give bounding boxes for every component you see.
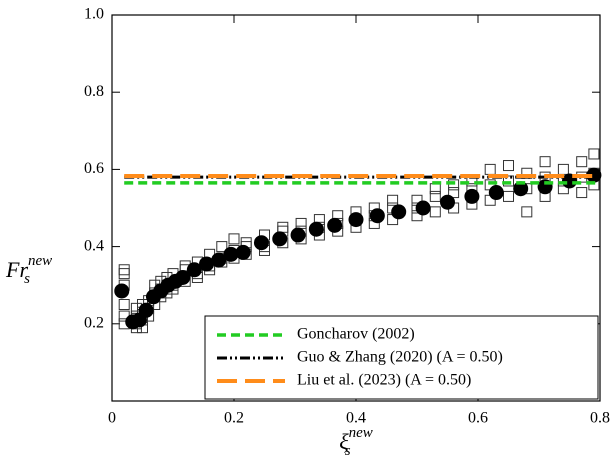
mean-point bbox=[290, 227, 306, 243]
x-tick-label: 0.4 bbox=[346, 410, 366, 427]
y-tick-label: 0.2 bbox=[84, 314, 104, 331]
data-square bbox=[429, 206, 441, 218]
mean-point bbox=[138, 302, 154, 318]
data-square bbox=[277, 221, 289, 233]
y-tick-label: 0.6 bbox=[84, 160, 104, 177]
mean-point bbox=[513, 181, 529, 197]
legend-label: Guo & Zhang (2020) (A = 0.50) bbox=[297, 349, 503, 366]
data-square bbox=[118, 268, 130, 280]
legend-label: Goncharov (2002) bbox=[297, 326, 415, 343]
mean-point bbox=[440, 194, 455, 210]
data-square bbox=[521, 206, 533, 218]
data-square bbox=[228, 233, 240, 245]
x-tick-label: 0 bbox=[108, 410, 116, 427]
data-square bbox=[503, 175, 514, 187]
mean-point bbox=[211, 252, 227, 268]
data-square bbox=[387, 194, 399, 206]
data-square bbox=[521, 167, 533, 179]
plot-frame bbox=[111, 14, 601, 402]
mean-point bbox=[586, 167, 602, 183]
data-square bbox=[429, 183, 441, 195]
data-square bbox=[429, 190, 441, 202]
y-axis-label: Frnew s bbox=[5, 253, 52, 287]
mean-point bbox=[327, 217, 343, 233]
mean-point bbox=[348, 212, 364, 228]
mean-point bbox=[114, 283, 130, 299]
mean-point bbox=[415, 200, 431, 216]
y-label-sup: new bbox=[28, 253, 52, 269]
data-square bbox=[216, 241, 228, 253]
data-square bbox=[557, 163, 569, 175]
mean-point bbox=[253, 235, 269, 251]
data-square bbox=[448, 187, 460, 199]
mean-point bbox=[186, 262, 202, 278]
mean-point bbox=[308, 221, 324, 237]
mean-point bbox=[175, 269, 191, 285]
y-tick-label: 1.0 bbox=[84, 6, 104, 23]
mean-point bbox=[488, 185, 504, 201]
data-square bbox=[484, 163, 496, 175]
x-tick-label: 0.8 bbox=[590, 410, 610, 427]
mean-point bbox=[235, 244, 251, 260]
mean-point bbox=[199, 256, 215, 272]
x-label-base: ξ bbox=[339, 429, 349, 454]
y-tick-label: 0.4 bbox=[84, 237, 104, 254]
mean-point bbox=[272, 231, 288, 247]
mean-point bbox=[369, 208, 385, 224]
mean-point bbox=[391, 204, 407, 220]
data-square bbox=[588, 148, 600, 160]
data-square bbox=[503, 160, 514, 172]
mean-point bbox=[223, 246, 239, 262]
data-square bbox=[503, 190, 514, 202]
data-square bbox=[295, 217, 307, 229]
y-label-sub: s bbox=[24, 271, 30, 287]
mean-point bbox=[464, 188, 480, 204]
data-square bbox=[118, 264, 130, 276]
y-tick-label: 0.8 bbox=[84, 83, 104, 100]
data-square bbox=[539, 156, 551, 168]
y-label-base: Fr bbox=[5, 257, 28, 282]
data-square bbox=[448, 179, 460, 191]
x-axis-label: ξnew s bbox=[339, 425, 373, 459]
x-tick-label: 0.6 bbox=[468, 410, 488, 427]
x-tick-label: 0.2 bbox=[224, 410, 244, 427]
x-label-sub: s bbox=[345, 443, 351, 459]
data-square bbox=[118, 299, 130, 310]
data-square bbox=[576, 156, 588, 168]
data-square bbox=[576, 187, 588, 199]
legend-label: Liu et al. (2023) (A = 0.50) bbox=[297, 372, 471, 389]
x-label-sup: new bbox=[349, 425, 373, 441]
